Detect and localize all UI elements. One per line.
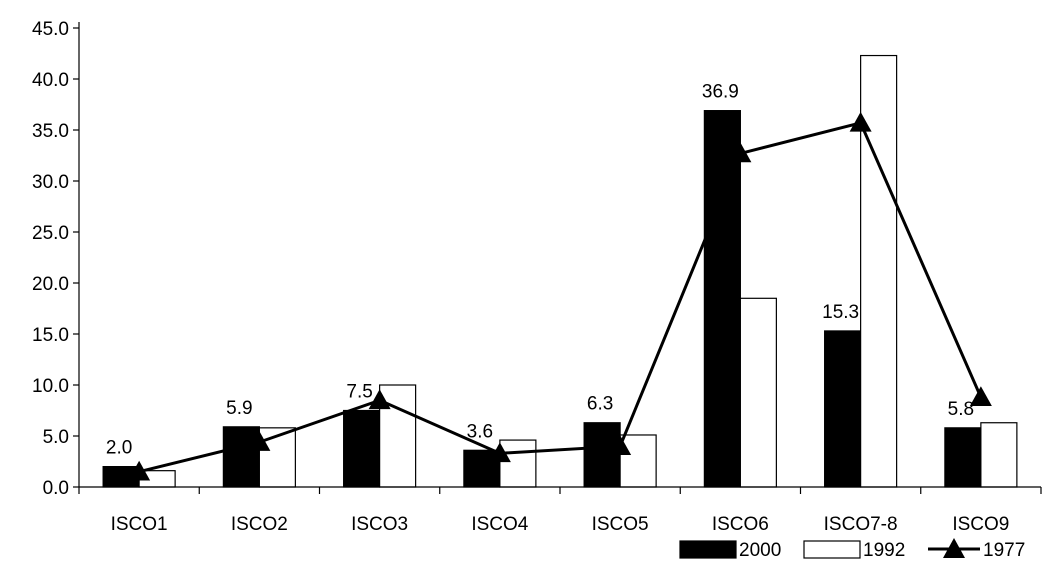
data-label-ISCO1: 2.0	[106, 438, 132, 459]
y-tick-label: 0.0	[43, 478, 69, 499]
bar-1992-ISCO6	[739, 297, 777, 488]
bar-2000-ISCO2	[222, 426, 260, 488]
y-tick-label: 10.0	[32, 376, 69, 397]
legend: 2000 1992 1977	[679, 538, 1025, 561]
x-tick-label-ISCO5: ISCO5	[592, 514, 649, 535]
legend-label-1992: 1992	[863, 540, 905, 561]
data-label-ISCO3: 7.5	[346, 382, 372, 403]
line-1977	[138, 121, 983, 474]
y-tick-label: 40.0	[32, 70, 69, 91]
marker-1977-ISCO6	[729, 142, 752, 163]
y-tick-label: 15.0	[32, 325, 69, 346]
y-tick-label: 45.0	[32, 19, 69, 40]
axes-layer: 0.0 5.0 10.0 15.0 20.0 25.0 30.0 35.0 40.0 45.0 IS…	[32, 19, 1042, 535]
bar-1992-ISCO4	[499, 439, 537, 488]
legend-marker-1977	[943, 538, 965, 558]
x-tick-label-ISCO7-8: ISCO7-8	[824, 514, 898, 535]
x-tick-label-ISCO6: ISCO6	[712, 514, 769, 535]
x-tick-label-ISCO2: ISCO2	[231, 514, 288, 535]
legend-label-1977: 1977	[983, 540, 1025, 561]
y-tick-label: 35.0	[32, 121, 69, 142]
data-label-ISCO6: 36.9	[702, 82, 739, 103]
legend-label-2000: 2000	[739, 540, 781, 561]
marker-1977-ISCO7-8	[849, 111, 872, 132]
bar-1992-ISCO9	[980, 422, 1018, 488]
bar-2000-ISCO9	[944, 427, 982, 488]
data-label-ISCO2: 5.9	[226, 398, 252, 419]
marker-1977-ISCO9	[969, 386, 992, 407]
data-label-ISCO4: 3.6	[467, 421, 493, 442]
data-labels-layer: 2.0 5.9 7.5 3.6 6.3 36.9 15.3 5.8	[106, 82, 974, 459]
marker-1977-ISCO2	[248, 431, 271, 451]
marker-1977-ISCO4	[488, 442, 511, 463]
data-label-ISCO5: 6.3	[587, 394, 613, 415]
bars-layer	[102, 54, 1018, 488]
y-tick-label: 5.0	[43, 427, 69, 448]
y-tick-label: 30.0	[32, 172, 69, 193]
bar-2000-ISCO7-8	[824, 330, 862, 488]
marker-1977-ISCO3	[368, 389, 391, 410]
y-tick-label: 25.0	[32, 223, 69, 244]
y-tick-label: 20.0	[32, 274, 69, 295]
bar-1992-ISCO5	[619, 434, 657, 488]
x-tick-label-ISCO9: ISCO9	[952, 514, 1009, 535]
legend-swatch-1992	[803, 540, 861, 559]
marker-1977-ISCO1	[128, 460, 151, 481]
x-tick-label-ISCO3: ISCO3	[351, 514, 408, 535]
x-tick-label-ISCO1: ISCO1	[111, 514, 168, 535]
line-layer	[128, 111, 992, 481]
data-label-ISCO9: 5.8	[948, 399, 974, 420]
marker-1977-ISCO5	[609, 435, 632, 455]
legend-swatch-2000	[679, 540, 737, 559]
bar-2000-ISCO3	[343, 409, 381, 488]
x-tick-label-ISCO4: ISCO4	[471, 514, 528, 535]
data-label-ISCO7-8: 15.3	[822, 302, 859, 323]
bar-2000-ISCO6	[703, 110, 741, 488]
bar-1992-ISCO7-8	[860, 54, 898, 488]
